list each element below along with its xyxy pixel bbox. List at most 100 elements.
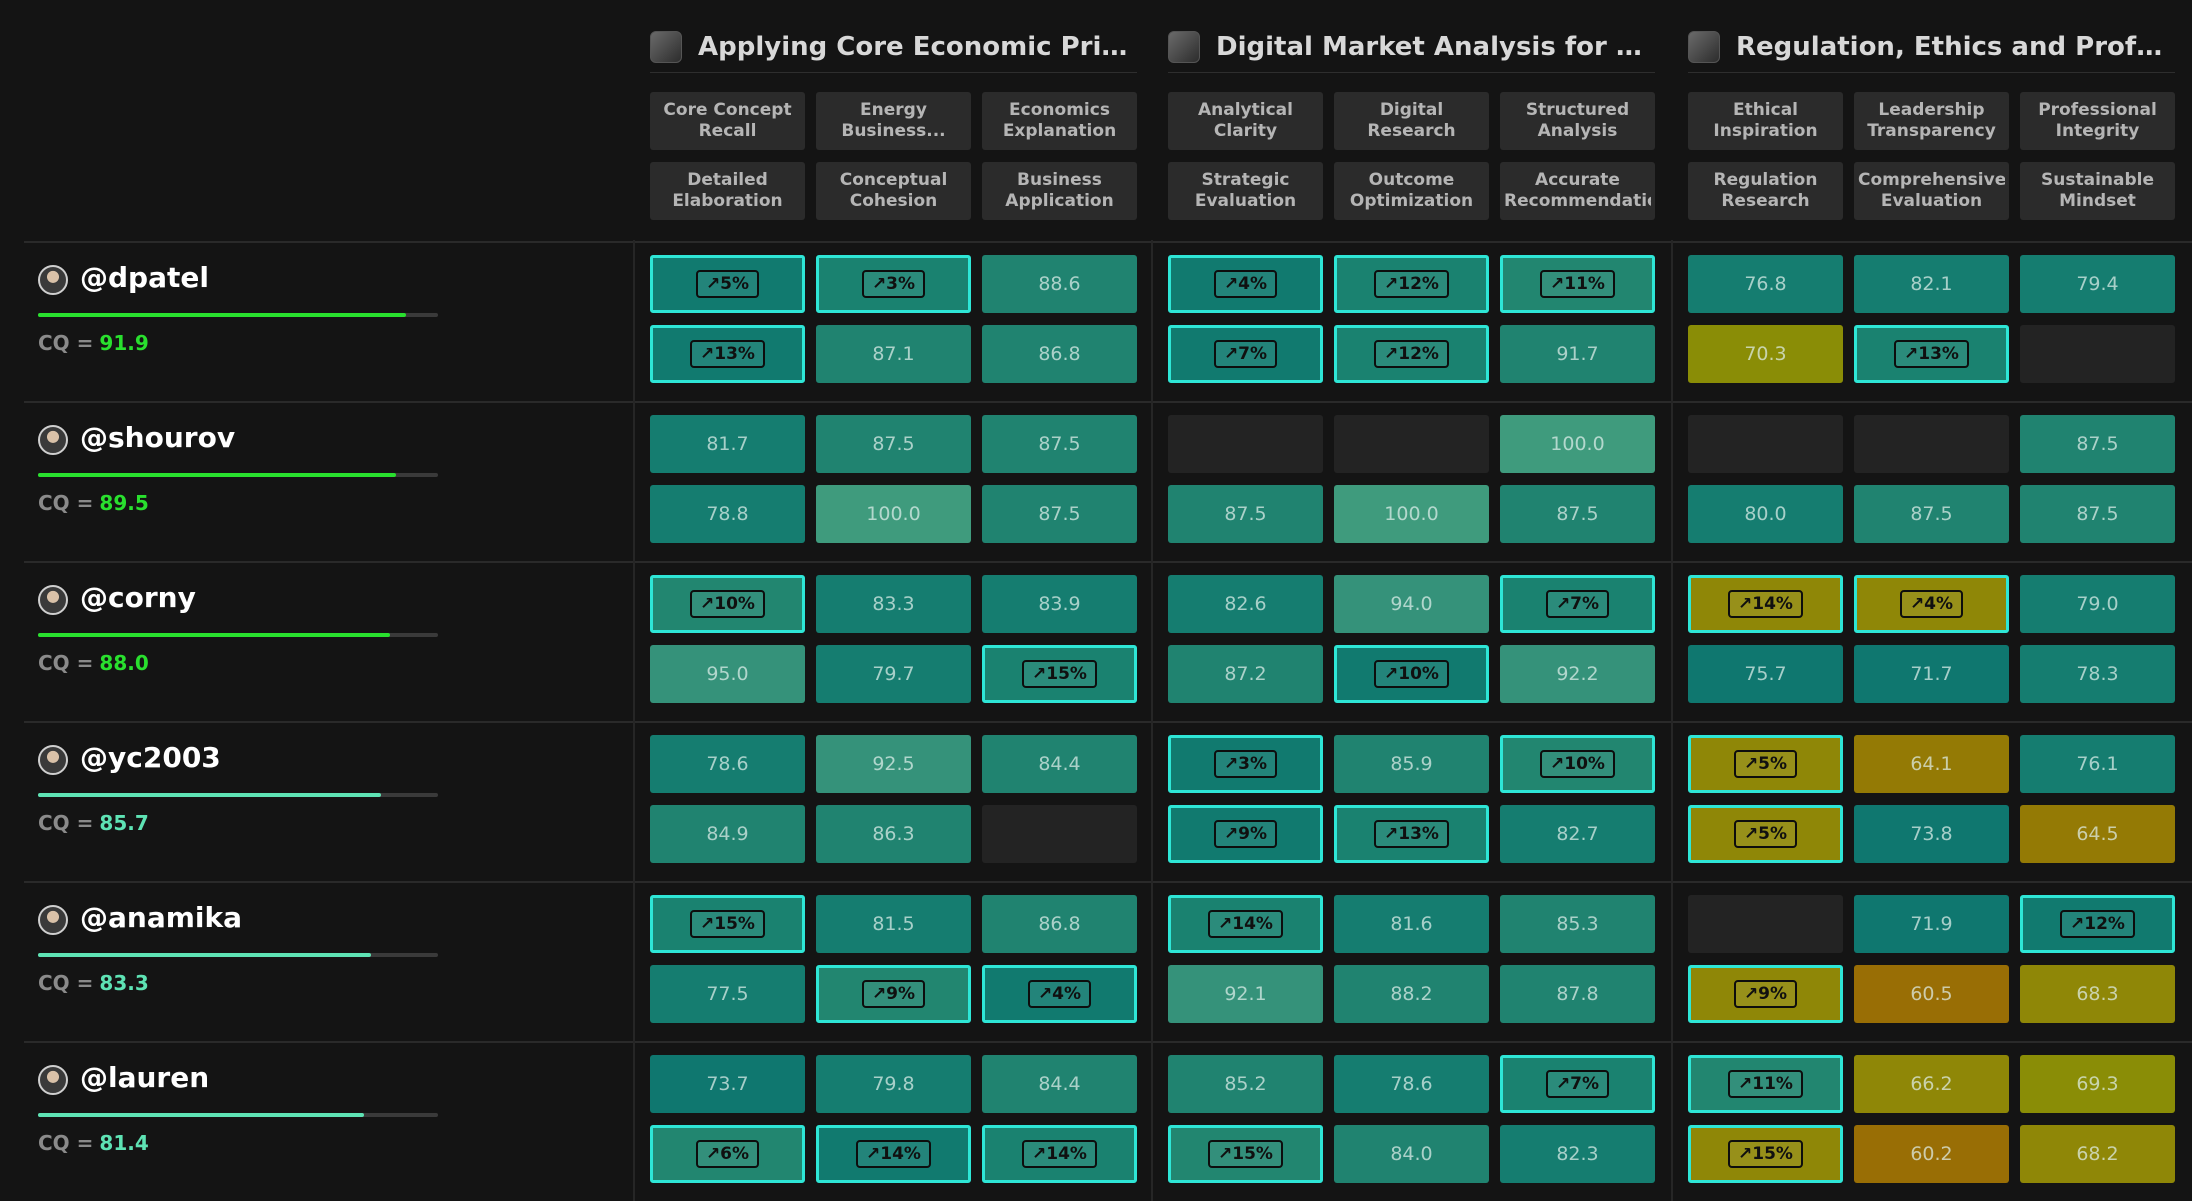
score-cell[interactable]: 87.5 — [2020, 415, 2175, 473]
criterion-header[interactable]: Energy Business... — [816, 92, 971, 150]
user-handle[interactable]: @anamika — [80, 901, 243, 934]
score-cell[interactable]: 92.1 — [1168, 965, 1323, 1023]
score-cell[interactable]: ↗10% — [1334, 645, 1489, 703]
score-cell[interactable]: ↗4% — [1854, 575, 2009, 633]
score-cell[interactable]: 60.5 — [1854, 965, 2009, 1023]
score-cell[interactable]: 86.3 — [816, 805, 971, 863]
score-cell[interactable]: 79.4 — [2020, 255, 2175, 313]
score-cell[interactable] — [1854, 415, 2009, 473]
score-cell[interactable]: 64.1 — [1854, 735, 2009, 793]
score-cell[interactable]: 100.0 — [816, 485, 971, 543]
score-cell[interactable] — [982, 805, 1137, 863]
score-cell[interactable]: 68.2 — [2020, 1125, 2175, 1183]
score-cell[interactable] — [2020, 325, 2175, 383]
score-cell[interactable]: 87.2 — [1168, 645, 1323, 703]
score-cell[interactable]: ↗6% — [650, 1125, 805, 1183]
score-cell[interactable]: ↗12% — [2020, 895, 2175, 953]
score-cell[interactable]: 87.5 — [816, 415, 971, 473]
score-cell[interactable]: ↗11% — [1500, 255, 1655, 313]
user-card[interactable]: @dpatel CQ = 91.9 — [38, 233, 438, 383]
score-cell[interactable]: 88.6 — [982, 255, 1137, 313]
score-cell[interactable]: 71.9 — [1854, 895, 2009, 953]
score-cell[interactable]: ↗14% — [1688, 575, 1843, 633]
score-cell[interactable]: ↗9% — [1688, 965, 1843, 1023]
score-cell[interactable]: ↗12% — [1334, 325, 1489, 383]
score-cell[interactable]: ↗14% — [1168, 895, 1323, 953]
criterion-header[interactable]: Conceptual Cohesion — [816, 162, 971, 220]
score-cell[interactable]: 73.8 — [1854, 805, 2009, 863]
score-cell[interactable]: ↗12% — [1334, 255, 1489, 313]
score-cell[interactable]: ↗15% — [1688, 1125, 1843, 1183]
criterion-header[interactable]: Professional Integrity — [2020, 92, 2175, 150]
score-cell[interactable]: ↗15% — [982, 645, 1137, 703]
score-cell[interactable]: 87.5 — [2020, 485, 2175, 543]
score-cell[interactable]: 79.8 — [816, 1055, 971, 1113]
criterion-header[interactable]: Detailed Elaboration — [650, 162, 805, 220]
user-handle[interactable]: @dpatel — [80, 261, 209, 294]
user-card[interactable]: @corny CQ = 88.0 — [38, 553, 438, 703]
user-handle[interactable]: @yc2003 — [80, 741, 221, 774]
score-cell[interactable] — [1688, 895, 1843, 953]
score-cell[interactable]: 86.8 — [982, 325, 1137, 383]
user-handle[interactable]: @shourov — [80, 421, 236, 454]
score-cell[interactable]: ↗15% — [1168, 1125, 1323, 1183]
score-cell[interactable]: ↗14% — [982, 1125, 1137, 1183]
score-cell[interactable]: ↗11% — [1688, 1055, 1843, 1113]
score-cell[interactable]: ↗7% — [1500, 1055, 1655, 1113]
score-cell[interactable]: ↗4% — [982, 965, 1137, 1023]
score-cell[interactable]: 78.8 — [650, 485, 805, 543]
score-cell[interactable]: 76.1 — [2020, 735, 2175, 793]
score-cell[interactable]: 70.3 — [1688, 325, 1843, 383]
criterion-header[interactable]: Outcome Optimization — [1334, 162, 1489, 220]
user-card[interactable]: @anamika CQ = 83.3 — [38, 873, 438, 1023]
score-cell[interactable]: 80.0 — [1688, 485, 1843, 543]
score-cell[interactable]: 79.0 — [2020, 575, 2175, 633]
criterion-header[interactable]: Sustainable Mindset — [2020, 162, 2175, 220]
score-cell[interactable]: 86.8 — [982, 895, 1137, 953]
criterion-header[interactable]: Economics Explanation — [982, 92, 1137, 150]
score-cell[interactable]: 82.7 — [1500, 805, 1655, 863]
score-cell[interactable]: 100.0 — [1334, 485, 1489, 543]
score-cell[interactable]: 88.2 — [1334, 965, 1489, 1023]
score-cell[interactable]: 87.8 — [1500, 965, 1655, 1023]
score-cell[interactable]: ↗7% — [1500, 575, 1655, 633]
criterion-header[interactable]: Comprehensive Evaluation — [1854, 162, 2009, 220]
score-cell[interactable]: ↗9% — [1168, 805, 1323, 863]
criterion-header[interactable]: Digital Research — [1334, 92, 1489, 150]
criterion-header[interactable]: Ethical Inspiration — [1688, 92, 1843, 150]
score-cell[interactable]: 68.3 — [2020, 965, 2175, 1023]
group-header-3[interactable]: Regulation, Ethics and Profession... — [1688, 22, 2175, 73]
score-cell[interactable]: 87.5 — [1168, 485, 1323, 543]
score-cell[interactable]: 78.6 — [1334, 1055, 1489, 1113]
score-cell[interactable]: ↗15% — [650, 895, 805, 953]
score-cell[interactable]: 95.0 — [650, 645, 805, 703]
score-cell[interactable]: 87.5 — [1500, 485, 1655, 543]
user-handle[interactable]: @corny — [80, 581, 196, 614]
criterion-header[interactable]: Core Concept Recall — [650, 92, 805, 150]
score-cell[interactable]: 73.7 — [650, 1055, 805, 1113]
group-header-1[interactable]: Applying Core Economic Principle... — [650, 22, 1137, 73]
user-card[interactable]: @shourov CQ = 89.5 — [38, 393, 438, 543]
criterion-header[interactable]: Accurate Recommendatio — [1500, 162, 1655, 220]
score-cell[interactable]: ↗10% — [1500, 735, 1655, 793]
score-cell[interactable]: 87.5 — [982, 485, 1137, 543]
score-cell[interactable]: 84.4 — [982, 1055, 1137, 1113]
score-cell[interactable]: 78.6 — [650, 735, 805, 793]
score-cell[interactable]: 87.5 — [1854, 485, 2009, 543]
score-cell[interactable]: 87.1 — [816, 325, 971, 383]
score-cell[interactable]: 60.2 — [1854, 1125, 2009, 1183]
user-card[interactable]: @lauren CQ = 81.4 — [38, 1033, 438, 1183]
score-cell[interactable]: 84.4 — [982, 735, 1137, 793]
score-cell[interactable]: ↗3% — [1168, 735, 1323, 793]
score-cell[interactable]: 85.3 — [1500, 895, 1655, 953]
score-cell[interactable]: 100.0 — [1500, 415, 1655, 473]
score-cell[interactable]: ↗7% — [1168, 325, 1323, 383]
score-cell[interactable]: 82.6 — [1168, 575, 1323, 633]
criterion-header[interactable]: Analytical Clarity — [1168, 92, 1323, 150]
score-cell[interactable]: ↗4% — [1168, 255, 1323, 313]
score-cell[interactable]: ↗9% — [816, 965, 971, 1023]
score-cell[interactable]: 84.0 — [1334, 1125, 1489, 1183]
score-cell[interactable]: ↗14% — [816, 1125, 971, 1183]
score-cell[interactable]: 76.8 — [1688, 255, 1843, 313]
score-cell[interactable]: 71.7 — [1854, 645, 2009, 703]
